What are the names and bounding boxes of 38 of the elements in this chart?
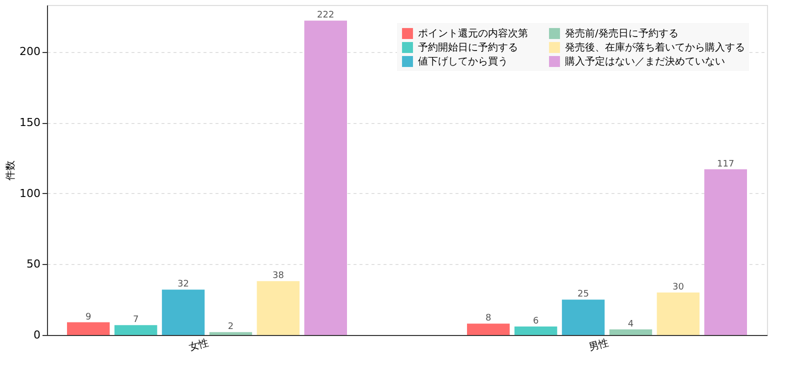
y-tick-label: 200: [20, 45, 40, 58]
data-label: 222: [317, 10, 334, 21]
y-tick-label: 50: [26, 258, 40, 271]
data-label: 25: [578, 290, 589, 300]
bar: [209, 332, 252, 335]
x-tick-label: 女性: [187, 336, 210, 354]
y-axis-title: 件数: [6, 160, 17, 180]
data-label: 4: [628, 319, 634, 330]
x-tick-label: 男性: [587, 336, 610, 354]
bar: [704, 169, 747, 335]
bar: [256, 281, 300, 335]
bar: [514, 326, 558, 335]
data-label: 9: [85, 312, 92, 322]
legend-label: 購入予定はない／まだ決めていない: [565, 56, 725, 68]
bar: [467, 324, 510, 335]
data-label: 7: [132, 315, 139, 326]
legend-label: 予約開始日に予約する: [418, 42, 518, 54]
data-label: 2: [228, 322, 234, 332]
legend-label: 発売後、在庫が落ち着いてから購入する: [565, 42, 745, 54]
bar: [114, 325, 158, 335]
bar: [609, 329, 652, 335]
data-label: 8: [485, 314, 492, 324]
bar: [656, 292, 700, 335]
legend-label: 発売前/発売日に予約する: [565, 28, 678, 40]
bar: [162, 290, 205, 335]
data-label: 32: [178, 280, 189, 290]
y-tick-label: 0: [34, 328, 40, 342]
data-label: 38: [272, 271, 284, 282]
data-label: 30: [672, 282, 684, 293]
bar: [67, 322, 110, 335]
data-label: 6: [532, 316, 539, 326]
bar: [562, 300, 605, 335]
legend-label: 値下げしてから買う: [418, 56, 508, 68]
legend-label: ポイント還元の内容次第: [418, 28, 528, 40]
bar: [304, 20, 347, 335]
data-label: 117: [717, 159, 734, 170]
y-tick-label: 100: [20, 186, 40, 200]
y-tick-label: 150: [20, 116, 40, 130]
